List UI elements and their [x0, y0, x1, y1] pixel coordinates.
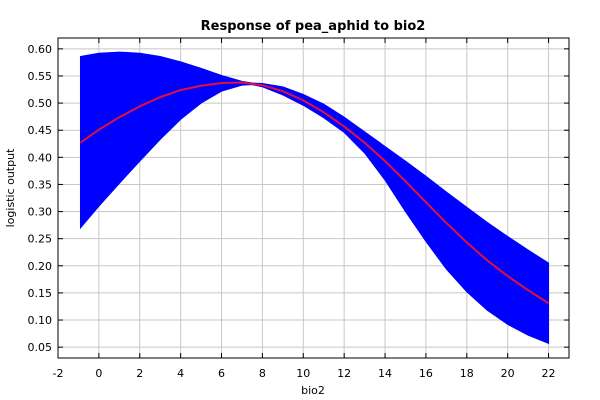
confidence-band [79, 51, 550, 345]
y-tick-label: 0.25 [28, 233, 53, 246]
x-axis-label: bio2 [301, 384, 325, 397]
x-tick-label: -2 [53, 367, 64, 380]
axis-ticks: -2 0 2 4 6 8 10 12 14 16 18 20 22 0.05 0.10 0.15 0.20 0.2… [28, 38, 569, 380]
y-tick-label: 0.15 [28, 287, 53, 300]
x-tick-label: 14 [378, 367, 392, 380]
y-tick-label: 0.40 [28, 151, 53, 164]
x-tick-label: 18 [460, 367, 474, 380]
chart-title: Response of pea_aphid to bio2 [201, 19, 426, 34]
plot-frame [57, 37, 570, 359]
x-tick-label: 12 [337, 367, 351, 380]
gridlines [57, 38, 569, 358]
y-tick-label: 0.50 [28, 97, 53, 110]
x-tick-label: 10 [296, 367, 310, 380]
plot-area [79, 51, 550, 345]
y-tick-label: 0.60 [28, 43, 53, 56]
y-axis-label: logistic output [4, 148, 17, 227]
y-tick-label: 0.10 [28, 314, 53, 327]
x-tick-label: 2 [136, 367, 143, 380]
x-tick-label: 6 [218, 367, 225, 380]
y-tick-label: 0.30 [28, 206, 53, 219]
x-tick-label: 8 [259, 367, 266, 380]
x-tick-label: 20 [501, 367, 515, 380]
x-tick-label: 22 [542, 367, 556, 380]
y-tick-label: 0.20 [28, 260, 53, 273]
y-tick-label: 0.45 [28, 124, 53, 137]
y-tick-label: 0.35 [28, 178, 53, 191]
x-tick-label: 0 [95, 367, 102, 380]
x-tick-label: 4 [177, 367, 184, 380]
mean-response-line [79, 81, 550, 305]
x-tick-label: 16 [419, 367, 433, 380]
y-tick-label: 0.55 [28, 70, 53, 83]
y-tick-label: 0.05 [28, 341, 53, 354]
